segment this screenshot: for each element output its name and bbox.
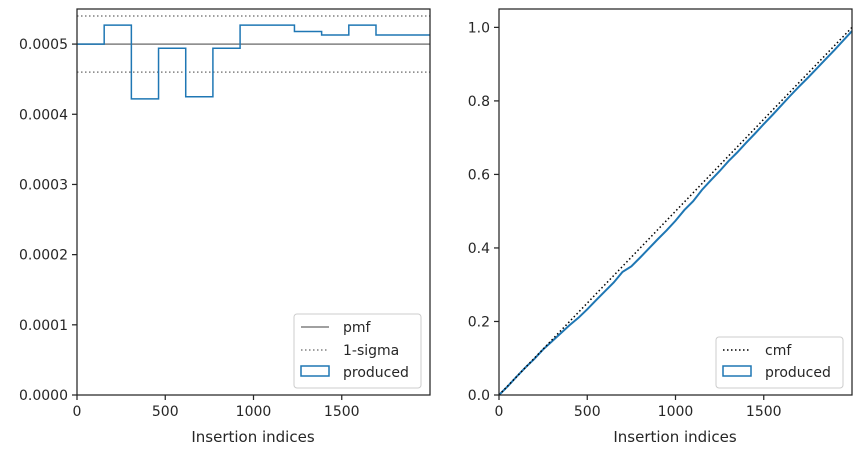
cmf-x-tick-label: 0 (495, 404, 504, 420)
cmf-axes-frame (498, 8, 853, 396)
produced-cumulative-line (498, 30, 853, 396)
pmf-y-tick-label: 0.0003 (19, 177, 68, 193)
cmf-legend: cmf produced (715, 336, 844, 389)
pmf-x-tick-label: 1500 (324, 404, 360, 420)
cmf-y-tick-label: 0.2 (468, 314, 490, 330)
pmf-y-tick-label: 0.0000 (19, 388, 68, 404)
pmf-legend-box (293, 313, 422, 389)
cmf-plot-area (499, 9, 852, 395)
legend-cmf-produced-swatch (722, 365, 752, 377)
pmf-panel: 0 500 1000 1500 0.0000 0.0001 0.0002 0.0003 0.00… (19, 8, 431, 446)
legend-pmf-label: pmf (343, 320, 372, 336)
cmf-plot-lines (498, 26, 853, 396)
cmf-line (498, 26, 853, 396)
legend-cmf-produced-label: produced (765, 365, 831, 381)
pmf-y-tick-label: 0.0005 (19, 37, 68, 53)
cmf-y-tick-label: 0.8 (468, 94, 490, 110)
pmf-y-tick-label: 0.0004 (19, 107, 68, 123)
pmf-x-tick-label: 1000 (236, 404, 272, 420)
legend-produced-swatch (300, 365, 330, 377)
cmf-x-axis-label: Insertion indices (613, 428, 736, 446)
legend-cmf-label: cmf (765, 343, 792, 359)
pmf-x-tick-label: 0 (73, 404, 82, 420)
legend-produced-label: produced (343, 365, 409, 381)
pmf-axis-ticks: 0 500 1000 1500 0.0000 0.0001 0.0002 0.0003 0.00… (19, 37, 360, 420)
pmf-legend: pmf 1-sigma produced (293, 313, 422, 389)
cmf-y-tick-label: 1.0 (468, 20, 490, 36)
produced-histogram (77, 24, 430, 100)
pmf-axes-frame (76, 8, 431, 396)
cmf-panel: 0 500 1000 1500 0.0 0.2 0.4 0.6 0.8 1.0 Insertion… (468, 8, 853, 446)
pmf-x-axis-label: Insertion indices (191, 428, 314, 446)
cmf-x-tick-label: 1000 (658, 404, 694, 420)
cmf-y-tick-label: 0.4 (468, 241, 490, 257)
cmf-y-tick-label: 0.0 (468, 388, 490, 404)
pmf-y-tick-label: 0.0001 (19, 318, 68, 334)
cmf-axis-ticks: 0 500 1000 1500 0.0 0.2 0.4 0.6 0.8 1.0 (468, 20, 782, 420)
cmf-y-tick-label: 0.6 (468, 167, 490, 183)
pmf-x-tick-label: 500 (152, 404, 179, 420)
pmf-plot-lines (77, 15, 430, 100)
pmf-y-tick-label: 0.0002 (19, 248, 68, 264)
cmf-x-tick-label: 1500 (746, 404, 782, 420)
cmf-x-tick-label: 500 (574, 404, 601, 420)
legend-sigma-label: 1-sigma (343, 343, 399, 359)
